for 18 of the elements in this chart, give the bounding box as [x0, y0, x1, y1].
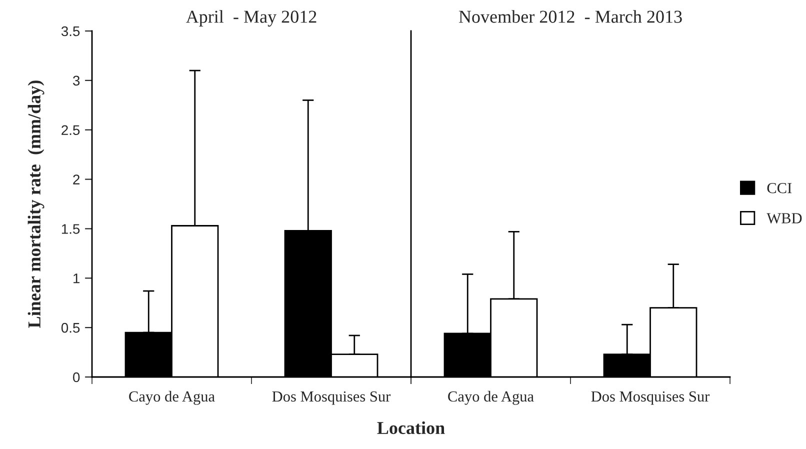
- y-tick-label: 1: [74, 274, 80, 284]
- y-tick-label: 2: [73, 174, 80, 184]
- x-tick-label: Cayo de Agua: [448, 390, 534, 405]
- y-tick-label: 1.5: [62, 224, 80, 234]
- x-tick-label: Dos Mosquises Sur: [272, 391, 391, 405]
- y-tick-label: 0.5: [61, 322, 80, 333]
- y-axis-title: Linear mortality rate (mm/day): [28, 80, 44, 328]
- y-tick-label: 2.5: [62, 125, 80, 136]
- y-tick-label: 3.5: [61, 26, 80, 36]
- legend-label: WBD: [766, 213, 802, 224]
- chart-title: November 2012 - March 2013: [458, 10, 682, 23]
- legend-label: CCI: [767, 182, 792, 194]
- x-tick-label: Dos Mosquises Sur: [591, 391, 710, 405]
- x-tick-label: Cayo de Agua: [129, 390, 215, 405]
- y-tick-label: 3: [73, 76, 80, 86]
- chart-title: April - May 2012: [186, 10, 316, 27]
- x-axis-title: Location: [377, 421, 445, 434]
- y-tick-label: 0: [73, 372, 80, 382]
